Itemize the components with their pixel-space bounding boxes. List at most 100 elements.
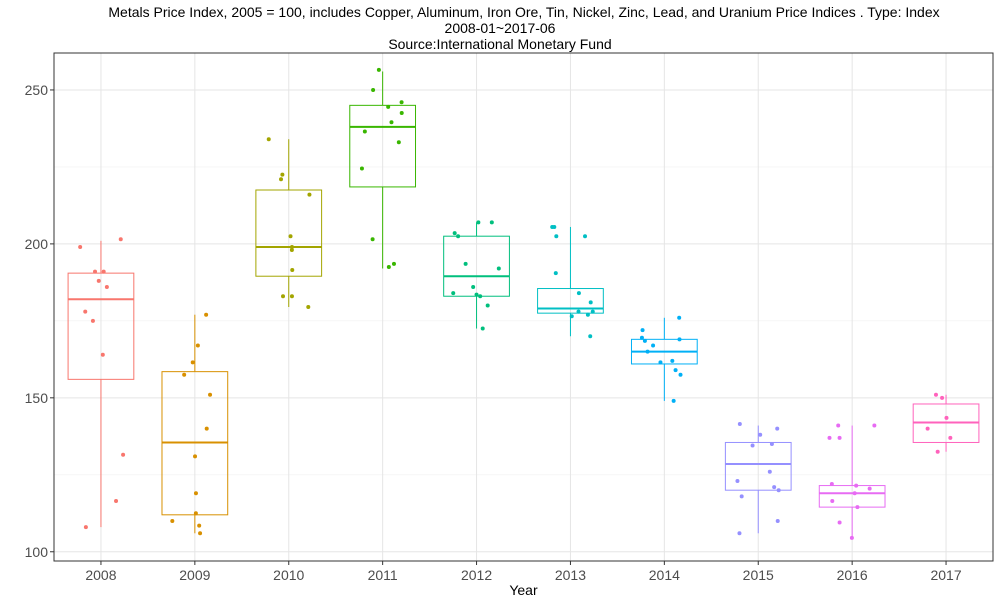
point-2016 — [855, 505, 860, 510]
point-2015 — [776, 488, 781, 493]
point-2009 — [193, 454, 198, 459]
point-2017 — [944, 415, 949, 420]
box-2011 — [349, 104, 417, 188]
point-2011 — [396, 140, 401, 145]
point-2008 — [118, 237, 123, 242]
point-2011 — [399, 111, 404, 116]
point-2012 — [452, 231, 457, 236]
point-2015 — [735, 478, 740, 483]
point-2009 — [170, 518, 175, 523]
point-2014 — [670, 358, 675, 363]
point-2012 — [456, 234, 461, 239]
point-2010 — [281, 294, 286, 299]
point-2017 — [925, 426, 930, 431]
box-2012 — [443, 235, 510, 297]
point-2014 — [677, 337, 682, 342]
point-2009 — [208, 392, 213, 397]
point-2013 — [576, 291, 581, 296]
point-2008 — [78, 244, 83, 249]
point-2017 — [940, 395, 945, 400]
point-2010 — [289, 248, 294, 253]
point-2014 — [639, 335, 644, 340]
point-2012 — [489, 220, 494, 225]
point-2013 — [553, 271, 558, 276]
point-2014 — [640, 328, 645, 333]
point-2011 — [389, 120, 394, 125]
point-2013 — [569, 314, 574, 319]
box-2016 — [818, 485, 886, 508]
point-2010 — [306, 305, 311, 309]
point-2008 — [93, 269, 98, 274]
point-2009 — [193, 491, 198, 496]
point-2012 — [480, 326, 485, 331]
point-2010 — [279, 177, 284, 182]
point-2014 — [642, 338, 647, 343]
point-2012 — [463, 261, 468, 266]
x-tick-label: 2012 — [461, 567, 492, 583]
point-2009 — [182, 372, 187, 377]
point-2012 — [476, 220, 481, 225]
point-2011 — [370, 237, 375, 242]
point-2008 — [121, 452, 126, 457]
point-2008 — [114, 498, 119, 503]
y-tick-label: 100 — [25, 544, 49, 560]
point-2013 — [585, 312, 590, 317]
point-2011 — [362, 129, 367, 134]
point-2008 — [83, 525, 88, 530]
point-2015 — [737, 421, 742, 426]
point-2014 — [651, 343, 656, 348]
point-2014 — [645, 349, 650, 354]
point-2011 — [399, 100, 404, 105]
point-2012 — [478, 294, 483, 299]
point-2012 — [451, 291, 456, 296]
point-2009 — [195, 343, 200, 348]
point-2013 — [588, 334, 593, 339]
point-2008 — [104, 284, 109, 289]
point-2016 — [852, 491, 857, 496]
point-2015 — [772, 485, 777, 490]
point-2015 — [750, 443, 755, 448]
point-2013 — [576, 309, 581, 314]
point-2010 — [307, 192, 312, 197]
x-tick-label: 2017 — [930, 567, 961, 583]
point-2016 — [830, 498, 835, 503]
point-2015 — [767, 469, 772, 474]
point-2015 — [775, 518, 780, 523]
box-2010 — [255, 189, 323, 277]
x-tick-label: 2014 — [649, 567, 680, 583]
point-2009 — [204, 426, 209, 431]
chart-subtitle: 2008-01~2017-06 — [444, 20, 556, 36]
point-2010 — [289, 294, 294, 299]
point-2013 — [550, 224, 555, 229]
x-tick-label: 2016 — [837, 567, 868, 583]
point-2014 — [673, 368, 678, 373]
point-2016 — [827, 435, 832, 440]
point-2013 — [583, 234, 588, 239]
point-2011 — [376, 67, 381, 72]
point-2016 — [829, 482, 834, 487]
point-2017 — [933, 392, 938, 397]
y-tick-label: 150 — [25, 390, 49, 406]
point-2015 — [775, 426, 780, 431]
point-2016 — [836, 423, 841, 428]
point-2017 — [935, 449, 940, 454]
point-2011 — [386, 104, 391, 109]
x-tick-label: 2013 — [555, 567, 586, 583]
point-2011 — [391, 261, 396, 266]
point-2008 — [100, 352, 105, 357]
point-2016 — [837, 435, 842, 440]
point-2008 — [83, 309, 88, 314]
point-2015 — [739, 494, 744, 499]
point-2017 — [948, 435, 953, 440]
point-2015 — [737, 531, 742, 536]
point-2010 — [266, 137, 271, 142]
point-2009 — [204, 312, 209, 317]
x-tick-label: 2010 — [273, 567, 304, 583]
point-2016 — [837, 520, 842, 525]
point-2009 — [190, 360, 195, 365]
point-2009 — [193, 511, 198, 516]
point-2010 — [289, 244, 294, 249]
point-2012 — [496, 266, 501, 271]
point-2014 — [671, 398, 676, 403]
